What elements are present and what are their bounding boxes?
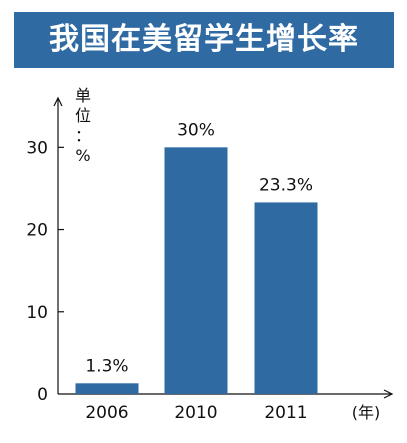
bar <box>75 383 139 394</box>
unit-char: 位 <box>74 106 91 125</box>
unit-char: 单 <box>74 86 91 105</box>
unit-label: 单 位 ： % <box>74 86 92 166</box>
unit-char: % <box>75 146 91 165</box>
y-tick-label: 0 <box>37 385 48 405</box>
y-tick-label: 20 <box>26 221 48 241</box>
title-bar: 我国在美留学生增长率 <box>14 12 394 68</box>
bar <box>254 202 318 394</box>
bar <box>164 147 228 394</box>
x-axis-arrow <box>383 389 394 399</box>
x-axis-label: (年) <box>352 403 381 422</box>
data-label: 23.3% <box>259 175 313 195</box>
data-label: 1.3% <box>85 356 128 376</box>
x-tick-label: 2010 <box>174 403 217 423</box>
x-tick-label: 2011 <box>264 403 307 423</box>
y-axis-arrow <box>53 96 63 107</box>
chart-title: 我国在美留学生增长率 <box>49 22 359 57</box>
unit-char: ： <box>74 126 91 145</box>
x-tick-label: 2006 <box>85 403 128 423</box>
y-tick-label: 10 <box>26 303 48 323</box>
y-tick-label: 30 <box>26 138 48 158</box>
data-label: 30% <box>177 120 215 140</box>
